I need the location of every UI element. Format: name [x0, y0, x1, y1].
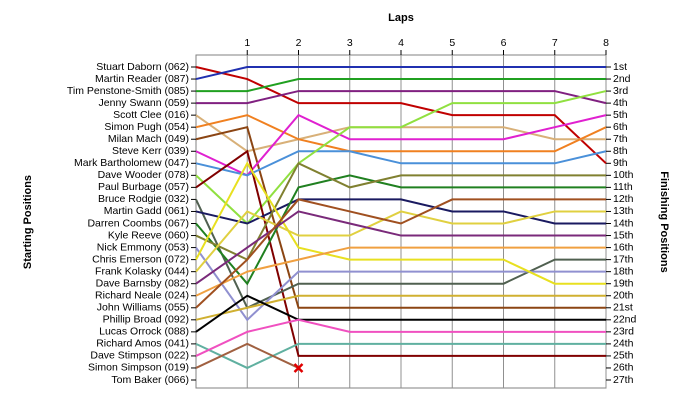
x-tick-label: 7: [552, 37, 558, 49]
start-label: Simon Pugh (054): [104, 121, 189, 133]
y2-tick-label: 1st: [613, 61, 627, 73]
driver-line: [195, 210, 606, 285]
start-label: Dave Stimpson (022): [90, 350, 189, 362]
y2-tick-label: 5th: [613, 109, 628, 121]
start-label: Dave Barnsby (082): [96, 277, 189, 289]
driver-line: [195, 210, 606, 273]
start-label: Simon Simpson (019): [88, 362, 189, 374]
y-left-title: Starting Positions: [22, 175, 34, 269]
y-right-title: Finishing Positions: [658, 171, 670, 272]
y2-tick-label: 11th: [613, 181, 633, 193]
y2-tick-label: 2nd: [613, 73, 631, 85]
driver-line: [195, 246, 606, 297]
x-tick-label: 5: [449, 37, 455, 49]
y2-tick-label: 13th: [613, 205, 634, 217]
y2-tick-label: 17th: [613, 253, 634, 265]
driver-line: [195, 66, 606, 81]
driver-line: [195, 90, 607, 225]
driver-line: [196, 78, 606, 93]
driver-line: [195, 294, 606, 333]
y2-tick-label: 15th: [613, 229, 634, 241]
start-label: Richard Amos (041): [96, 338, 189, 350]
y2-tick-label: 14th: [613, 217, 634, 229]
y2-tick-label: 19th: [613, 277, 634, 289]
start-label: Martin Reader (087): [95, 73, 189, 85]
y2-tick-label: 18th: [613, 265, 634, 277]
driver-line: [195, 174, 606, 286]
y2-tick-label: 27th: [613, 374, 634, 386]
driver-line: [195, 342, 299, 369]
driver-line: [195, 113, 607, 177]
y2-tick-label: 16th: [613, 241, 634, 253]
start-label: Martin Gadd (061): [104, 205, 189, 217]
driver-line: [196, 90, 607, 105]
start-label: Jenny Swann (059): [99, 97, 189, 109]
start-label: Bruce Rodgie (032): [98, 193, 189, 205]
y2-tick-label: 12th: [613, 193, 634, 205]
start-label: Mark Bartholomew (047): [74, 157, 189, 169]
y2-tick-label: 22nd: [613, 314, 637, 326]
start-label: Paul Burbage (057): [98, 181, 189, 193]
start-label: Chris Emerson (072): [92, 253, 189, 265]
start-label: Nick Emmony (053): [97, 241, 189, 253]
driver-line: [195, 342, 606, 370]
start-label: Steve Kerr (039): [112, 145, 189, 157]
driver-line: [195, 198, 606, 310]
start-label: Lucas Orrock (088): [99, 326, 189, 338]
x-tick-label: 8: [603, 37, 609, 49]
start-label: Kyle Reeve (060): [108, 229, 189, 241]
driver-line: [195, 150, 607, 177]
driver-line: [195, 198, 606, 309]
retired-marker: [293, 363, 304, 373]
start-label: Stuart Daborn (062): [96, 61, 189, 73]
y2-tick-label: 10th: [613, 169, 634, 181]
start-label: Richard Neale (024): [95, 290, 189, 302]
start-label: Milan Mach (049): [108, 133, 189, 145]
start-label: John Williams (055): [97, 302, 189, 314]
chart-title: Laps: [388, 12, 414, 24]
start-label: Darren Coombs (067): [87, 217, 189, 229]
y2-tick-label: 9th: [613, 157, 628, 169]
x-tick-label: 4: [398, 37, 404, 49]
start-label: Tim Penstone-Smith (085): [67, 85, 189, 97]
y2-tick-label: 4th: [613, 97, 628, 109]
start-label: Frank Kolasky (044): [95, 265, 189, 277]
driver-line: [195, 161, 606, 285]
y2-tick-label: 26th: [613, 362, 634, 374]
y2-tick-label: 24th: [613, 338, 634, 350]
x-tick-label: 3: [347, 37, 353, 49]
y2-tick-label: 20th: [613, 290, 634, 302]
y2-tick-label: 23rd: [613, 326, 634, 338]
driver-line: [195, 198, 606, 225]
x-tick-label: 2: [296, 37, 302, 49]
driver-line: [195, 126, 606, 309]
x-tick-label: 1: [244, 37, 250, 49]
driver-line: [195, 161, 606, 261]
x-tick-label: 6: [501, 37, 507, 49]
y2-tick-label: 6th: [613, 121, 628, 133]
start-label: Dave Wooder (078): [98, 169, 189, 181]
y2-tick-label: 25th: [613, 350, 634, 362]
start-label: Phillip Broad (092): [103, 314, 189, 326]
y2-tick-label: 21st: [613, 302, 633, 314]
driver-line: [195, 114, 607, 153]
y2-tick-label: 3rd: [613, 85, 628, 97]
start-label: Scott Clee (016): [113, 109, 189, 121]
y2-tick-label: 8th: [613, 145, 628, 157]
y2-tick-label: 7th: [613, 133, 628, 145]
driver-line: [195, 318, 606, 357]
start-label: Tom Baker (066): [111, 374, 189, 386]
